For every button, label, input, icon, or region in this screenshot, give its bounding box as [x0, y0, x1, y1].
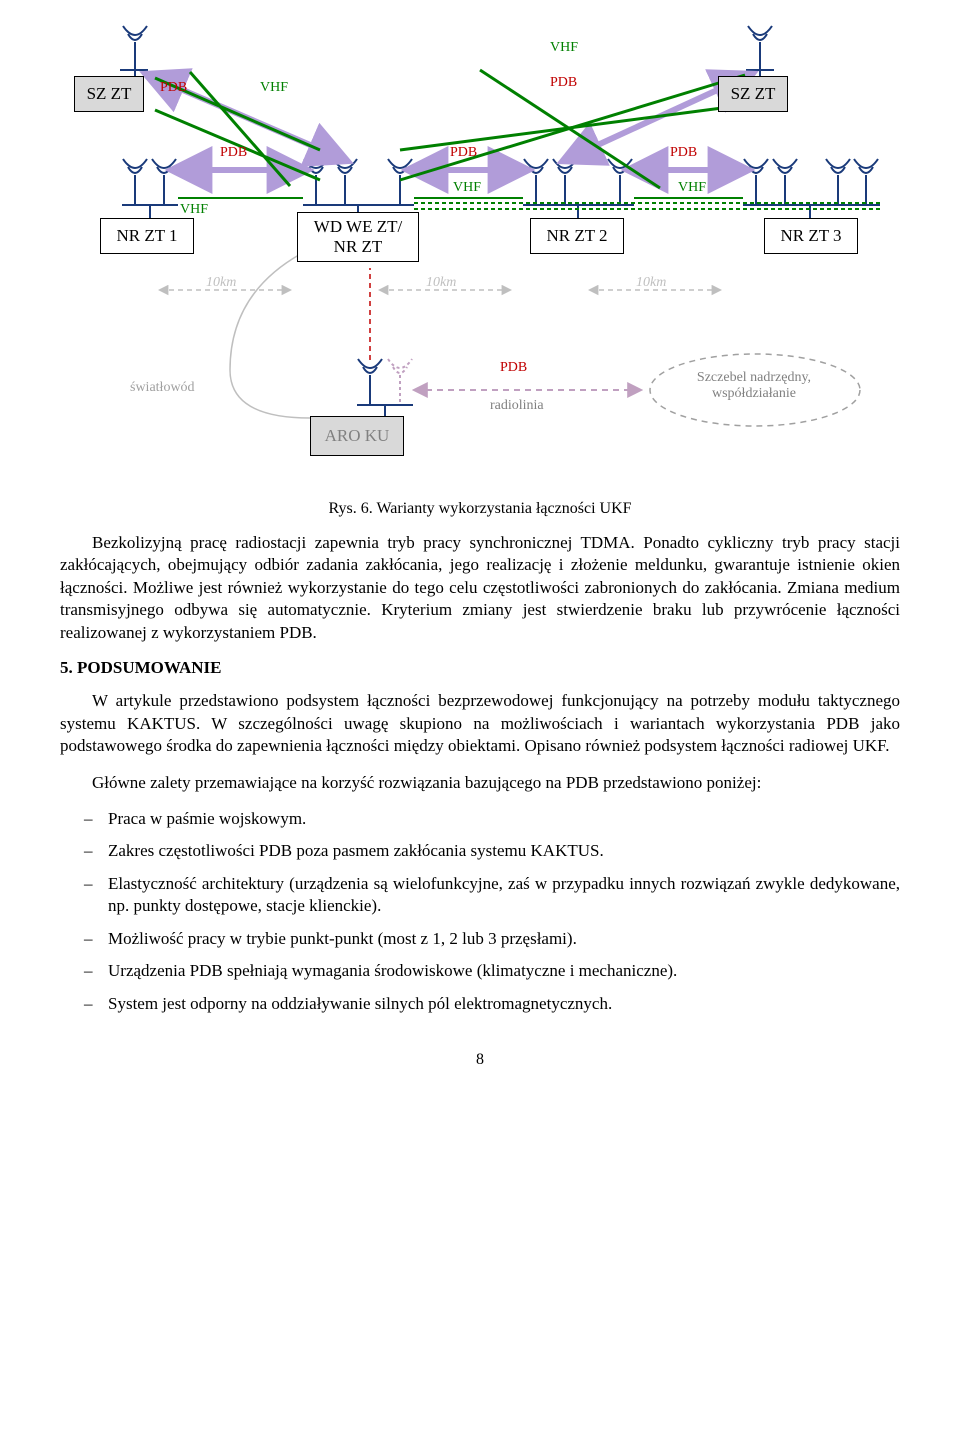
- label-pdb: PDB: [450, 145, 477, 161]
- bullet-item: System jest odporny na oddziaływanie sil…: [108, 993, 900, 1015]
- label-pdb: PDB: [220, 145, 247, 161]
- label-10km: 10km: [636, 275, 666, 291]
- label-vhf: VHF: [180, 202, 208, 218]
- node-sz-zt-1: SZ ZT: [74, 76, 144, 112]
- label-vhf: VHF: [453, 180, 481, 196]
- page-number: 8: [60, 1051, 900, 1069]
- node-wd-we: WD WE ZT/ NR ZT: [297, 212, 419, 262]
- paragraph-2: W artykule przedstawiono podsystem łączn…: [60, 690, 900, 757]
- node-aro-ku: ARO KU: [310, 416, 404, 456]
- label-pdb: PDB: [550, 75, 577, 91]
- diagram-figure: SZ ZT SZ ZT NR ZT 1 WD WE ZT/ NR ZT NR Z…: [60, 20, 900, 490]
- bullet-item: Elastyczność architektury (urządzenia są…: [108, 873, 900, 918]
- bullet-item: Praca w paśmie wojskowym.: [108, 808, 900, 830]
- paragraph-3: Główne zalety przemawiające na korzyść r…: [60, 772, 900, 794]
- heading-5: 5. PODSUMOWANIE: [60, 658, 900, 678]
- bullet-list: Praca w paśmie wojskowym. Zakres częstot…: [60, 808, 900, 1015]
- label-pdb: PDB: [160, 80, 187, 96]
- node-nr-zt-2: NR ZT 2: [530, 218, 624, 254]
- label-vhf: VHF: [678, 180, 706, 196]
- bullet-item: Możliwość pracy w trybie punkt-punkt (mo…: [108, 928, 900, 950]
- bullet-item: Zakres częstotliwości PDB poza pasmem za…: [108, 840, 900, 862]
- label-vhf: VHF: [260, 80, 288, 96]
- label-radiolinia: radiolinia: [490, 398, 544, 414]
- label-szczebel: Szczebel nadrzędny, współdziałanie: [674, 370, 834, 402]
- label-swiatlowod: światłowód: [130, 380, 195, 396]
- label-vhf: VHF: [550, 40, 578, 56]
- label-pdb: PDB: [670, 145, 697, 161]
- node-nr-zt-1: NR ZT 1: [100, 218, 194, 254]
- bullet-item: Urządzenia PDB spełniają wymagania środo…: [108, 960, 900, 982]
- node-sz-zt-2: SZ ZT: [718, 76, 788, 112]
- figure-caption: Rys. 6. Warianty wykorzystania łączności…: [60, 500, 900, 518]
- label-pdb: PDB: [500, 360, 527, 376]
- node-nr-zt-3: NR ZT 3: [764, 218, 858, 254]
- paragraph-1: Bezkolizyjną pracę radiostacji zapewnia …: [60, 532, 900, 644]
- label-10km: 10km: [426, 275, 456, 291]
- label-10km: 10km: [206, 275, 236, 291]
